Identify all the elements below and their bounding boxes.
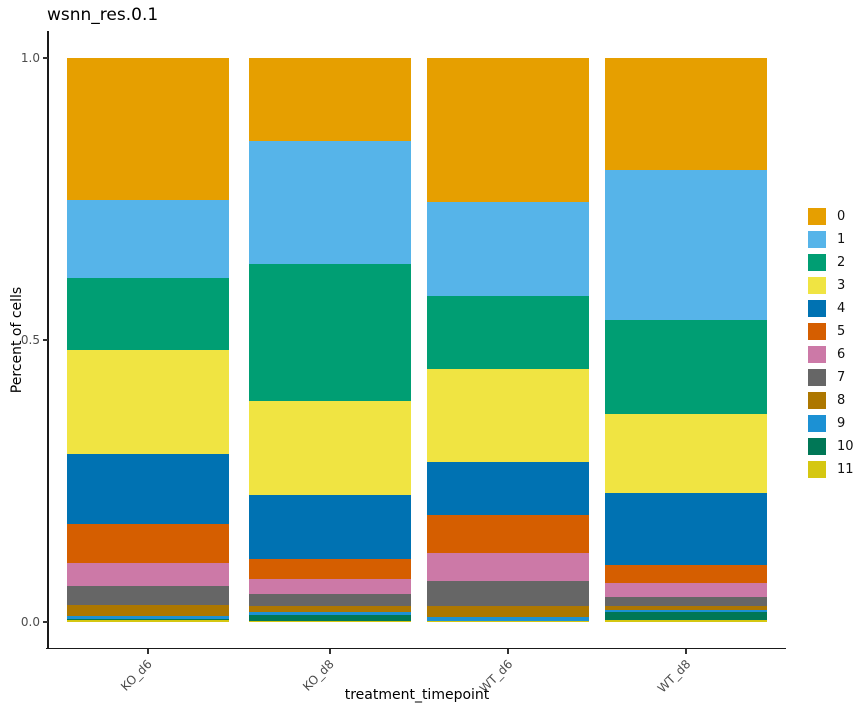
bar-WT_d6-cluster-3	[427, 368, 589, 462]
legend-swatch-7	[808, 369, 826, 386]
bar-KO_d8-cluster-11	[249, 620, 411, 622]
legend-label-8: 8	[837, 393, 846, 408]
y-tick-mark-0.0	[42, 621, 48, 623]
legend-label-7: 7	[837, 370, 846, 385]
legend-swatch-8	[808, 392, 826, 409]
bar-WT_d6-cluster-0	[427, 58, 589, 203]
bar-WT_d8-cluster-9	[605, 609, 767, 612]
legend-label-5: 5	[837, 324, 846, 339]
y-axis-line	[47, 31, 49, 649]
bar-KO_d6-cluster-9	[67, 615, 229, 620]
legend-swatch-9	[808, 415, 826, 432]
legend-label-1: 1	[837, 232, 846, 247]
x-axis-line	[46, 647, 786, 650]
bar-WT_d8-cluster-8	[605, 606, 767, 610]
bar-KO_d6-cluster-8	[67, 604, 229, 616]
legend-swatch-2	[808, 254, 826, 271]
bar-KO_d8-cluster-1	[249, 141, 411, 265]
legend-label-10: 10	[837, 439, 854, 454]
y-tick-label-1.0: 1.0	[20, 51, 40, 65]
legend-swatch-0	[808, 208, 826, 225]
x-tick-label-KO_d8: KO_d8	[300, 657, 337, 694]
legend-swatch-10	[808, 438, 826, 455]
legend-label-4: 4	[837, 301, 846, 316]
bar-WT_d6-cluster-8	[427, 605, 589, 618]
bar-KO_d8-cluster-8	[249, 606, 411, 613]
legend-swatch-11	[808, 461, 826, 478]
bar-KO_d6-cluster-2	[67, 277, 229, 351]
legend-swatch-3	[808, 277, 826, 294]
y-tick-mark-1.0	[42, 57, 48, 59]
bar-WT_d6-cluster-2	[427, 296, 589, 369]
bar-KO_d6-cluster-6	[67, 562, 229, 586]
bar-KO_d8-cluster-0	[249, 58, 411, 142]
bar-KO_d6-cluster-5	[67, 523, 229, 563]
legend-swatch-6	[808, 346, 826, 363]
chart-title: wsnn_res.0.1	[47, 5, 159, 25]
bar-KO_d6-cluster-7	[67, 585, 229, 605]
bar-WT_d8-cluster-10	[605, 611, 767, 620]
bar-KO_d6-cluster-3	[67, 350, 229, 454]
bar-KO_d8-cluster-9	[249, 612, 411, 615]
legend-label-2: 2	[837, 255, 846, 270]
bar-WT_d6-cluster-9	[427, 617, 589, 621]
bar-WT_d6-cluster-11	[427, 621, 589, 622]
bar-WT_d8-cluster-1	[605, 169, 767, 320]
x-tick-label-WT_d6: WT_d6	[476, 657, 515, 696]
bar-WT_d8-cluster-2	[605, 319, 767, 414]
bar-KO_d8-cluster-7	[249, 593, 411, 607]
bar-WT_d6-cluster-4	[427, 461, 589, 515]
bar-WT_d8-cluster-6	[605, 582, 767, 597]
bar-WT_d8-cluster-11	[605, 619, 767, 622]
x-axis-title: treatment_timepoint	[344, 687, 490, 703]
x-tick-label-KO_d6: KO_d6	[118, 657, 155, 694]
x-tick-mark-WT_d8	[685, 649, 687, 654]
bar-WT_d8-cluster-7	[605, 596, 767, 607]
bar-WT_d6-cluster-7	[427, 580, 589, 606]
bar-WT_d8-cluster-3	[605, 413, 767, 493]
bar-KO_d8-cluster-5	[249, 559, 411, 580]
bar-WT_d8-cluster-0	[605, 58, 767, 170]
legend-swatch-5	[808, 323, 826, 340]
x-tick-mark-KO_d6	[147, 649, 149, 654]
bar-KO_d8-cluster-3	[249, 401, 411, 495]
legend-label-9: 9	[837, 416, 846, 431]
bar-KO_d8-cluster-2	[249, 264, 411, 402]
bar-KO_d8-cluster-4	[249, 494, 411, 560]
bar-KO_d8-cluster-6	[249, 579, 411, 594]
x-tick-label-WT_d8: WT_d8	[654, 657, 693, 696]
bar-WT_d8-cluster-5	[605, 564, 767, 583]
bar-WT_d8-cluster-4	[605, 492, 767, 565]
legend-label-11: 11	[837, 462, 854, 477]
legend-swatch-1	[808, 231, 826, 248]
bar-WT_d6-cluster-6	[427, 553, 589, 581]
bar-KO_d8-cluster-10	[249, 614, 411, 621]
bar-WT_d6-cluster-5	[427, 514, 589, 554]
legend-label-6: 6	[837, 347, 846, 362]
legend-label-0: 0	[837, 209, 846, 224]
bar-KO_d6-cluster-4	[67, 453, 229, 524]
bar-KO_d6-cluster-0	[67, 58, 229, 200]
y-tick-mark-0.5	[42, 339, 48, 341]
y-tick-label-0.5: 0.5	[20, 333, 40, 347]
x-tick-mark-KO_d8	[329, 649, 331, 654]
x-tick-mark-WT_d6	[507, 649, 509, 654]
y-tick-label-0.0: 0.0	[20, 615, 40, 629]
legend-swatch-4	[808, 300, 826, 317]
bar-WT_d6-cluster-1	[427, 202, 589, 296]
bar-KO_d6-cluster-11	[67, 619, 229, 622]
bar-KO_d6-cluster-1	[67, 199, 229, 278]
legend-label-3: 3	[837, 278, 846, 293]
